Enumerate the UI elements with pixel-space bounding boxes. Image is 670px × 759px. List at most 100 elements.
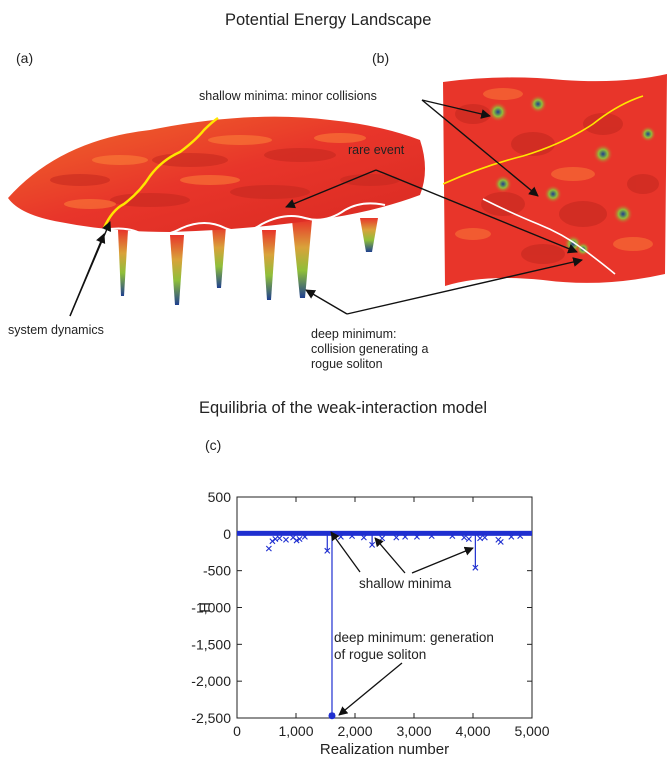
- data-point: [296, 536, 303, 542]
- baseline-band: [237, 530, 532, 536]
- bottom-annotation-arrows: [330, 531, 474, 716]
- data-point-stroke: [449, 533, 456, 540]
- annot-deep-chart-line-2: of rogue soliton: [334, 647, 427, 662]
- arrow-shallow-2: [421, 99, 539, 197]
- y-tick-label: -2,500: [191, 710, 231, 726]
- annot-shallow-minima-chart: shallow minima: [359, 576, 452, 591]
- x-tick-label: 5,000: [514, 723, 549, 739]
- panel-a-label: (a): [16, 50, 34, 66]
- y-tick-label: -1,500: [191, 636, 231, 652]
- data-point-stroke: [296, 536, 303, 542]
- data-point-stroke: [517, 533, 524, 540]
- deep-minimum-point: [328, 712, 336, 720]
- arrow-shallow-1: [421, 99, 491, 119]
- arrow-rare-event-2: [375, 169, 578, 254]
- data-point-stroke: [265, 545, 272, 552]
- data-point: [349, 533, 356, 540]
- arrow-deep-1: [305, 289, 348, 315]
- stems: [326, 533, 476, 716]
- data-point-stroke: [402, 533, 409, 540]
- x-tick-label: 0: [233, 723, 241, 739]
- data-point: [265, 545, 272, 552]
- y-tick-label: -2,000: [191, 673, 231, 689]
- data-point-stroke: [282, 536, 289, 543]
- x-tick-label: 2,000: [337, 723, 372, 739]
- data-point: [393, 534, 400, 541]
- data-point: [428, 533, 435, 540]
- annot-system-dynamics: system dynamics: [8, 323, 104, 337]
- data-points: [237, 530, 532, 720]
- data-point: [301, 533, 308, 540]
- annot-deep-chart-line-1: deep minimum: generation: [334, 630, 494, 645]
- data-point-stroke: [324, 547, 331, 554]
- landscape-wells: [118, 218, 378, 305]
- x-tick-label: 1,000: [278, 723, 313, 739]
- y-axis-label: H: [197, 602, 214, 613]
- annot-deep-minimum-chart: deep minimum: generation of rogue solito…: [334, 629, 494, 663]
- data-point: [461, 534, 468, 541]
- chart-title: Equilibria of the weak-interaction model: [199, 399, 487, 417]
- yellow-trajectory: [102, 116, 219, 229]
- data-point-stroke: [293, 537, 300, 544]
- arrow-rare-event-1: [285, 169, 377, 209]
- annot-rare-event: rare event: [348, 143, 405, 157]
- y-tick-label: 500: [208, 489, 232, 505]
- annot-shallow-minima-top: shallow minima: minor collisions: [199, 89, 377, 103]
- data-point-stroke: [290, 534, 297, 541]
- white-trajectory: [103, 202, 386, 237]
- data-point: [293, 537, 300, 544]
- panel-a-landscape: [8, 116, 425, 305]
- data-point-stroke: [360, 534, 367, 541]
- y-tick-label: -1,000: [191, 600, 231, 616]
- y-tick-label: 0: [223, 526, 231, 542]
- data-point-stroke: [369, 541, 376, 548]
- data-point: [472, 564, 479, 571]
- data-point-stroke: [349, 533, 356, 540]
- y-axis: 500 0 -500 -1,000 -1,500 -2,000 -2,500: [191, 489, 532, 726]
- y-tick-label: -500: [203, 563, 231, 579]
- data-point-stroke: [428, 533, 435, 540]
- panel-b-topview: [443, 74, 667, 286]
- data-point: [379, 535, 386, 542]
- data-point-stroke: [477, 535, 484, 542]
- panel-c-label: (c): [205, 437, 222, 453]
- topview-white-trajectory: [482, 198, 616, 275]
- annot-deep-line-2: collision generating a: [311, 342, 429, 356]
- data-point: [282, 536, 289, 543]
- topview-yellow-trajectory: [443, 95, 644, 185]
- x-axis: 0 1,000 2,000 3,000 4,000 5,000: [233, 497, 550, 739]
- top-annotation-arrows: [69, 99, 583, 317]
- annot-deep-line-1: deep minimum:: [311, 327, 397, 341]
- x-tick-label: 3,000: [396, 723, 431, 739]
- data-point: [508, 533, 515, 540]
- data-point-stroke: [276, 535, 283, 542]
- x-tick-label: 4,000: [455, 723, 490, 739]
- data-point: [369, 541, 376, 548]
- data-point-stroke: [481, 534, 488, 541]
- annot-deep-minimum-top: deep minimum: collision generating a rog…: [311, 327, 428, 372]
- data-point-stroke: [301, 533, 308, 540]
- data-point: [449, 533, 456, 540]
- equilibria-chart: 500 0 -500 -1,000 -1,500 -2,000 -2,500 0 1,000 2…: [191, 489, 550, 758]
- data-point: [465, 536, 472, 542]
- data-point-stroke: [497, 538, 504, 545]
- arrow-deep-2: [346, 257, 583, 315]
- x-axis-label: Realization number: [320, 741, 449, 758]
- plot-frame: [236, 496, 533, 719]
- data-point-stroke: [272, 536, 279, 542]
- data-point: [497, 538, 504, 545]
- data-point: [402, 533, 409, 540]
- annot-deep-line-3: rogue soliton: [311, 357, 383, 371]
- data-point-stroke: [413, 533, 420, 540]
- data-point: [324, 547, 331, 554]
- data-point-stroke: [393, 534, 400, 541]
- data-point: [517, 533, 524, 540]
- data-point: [413, 533, 420, 540]
- data-point-stroke: [472, 564, 479, 571]
- data-point-stroke: [465, 536, 472, 542]
- data-point: [477, 535, 484, 542]
- top-title: Potential Energy Landscape: [225, 11, 432, 29]
- data-point-stroke: [461, 534, 468, 541]
- data-point: [481, 534, 488, 541]
- data-point: [360, 534, 367, 541]
